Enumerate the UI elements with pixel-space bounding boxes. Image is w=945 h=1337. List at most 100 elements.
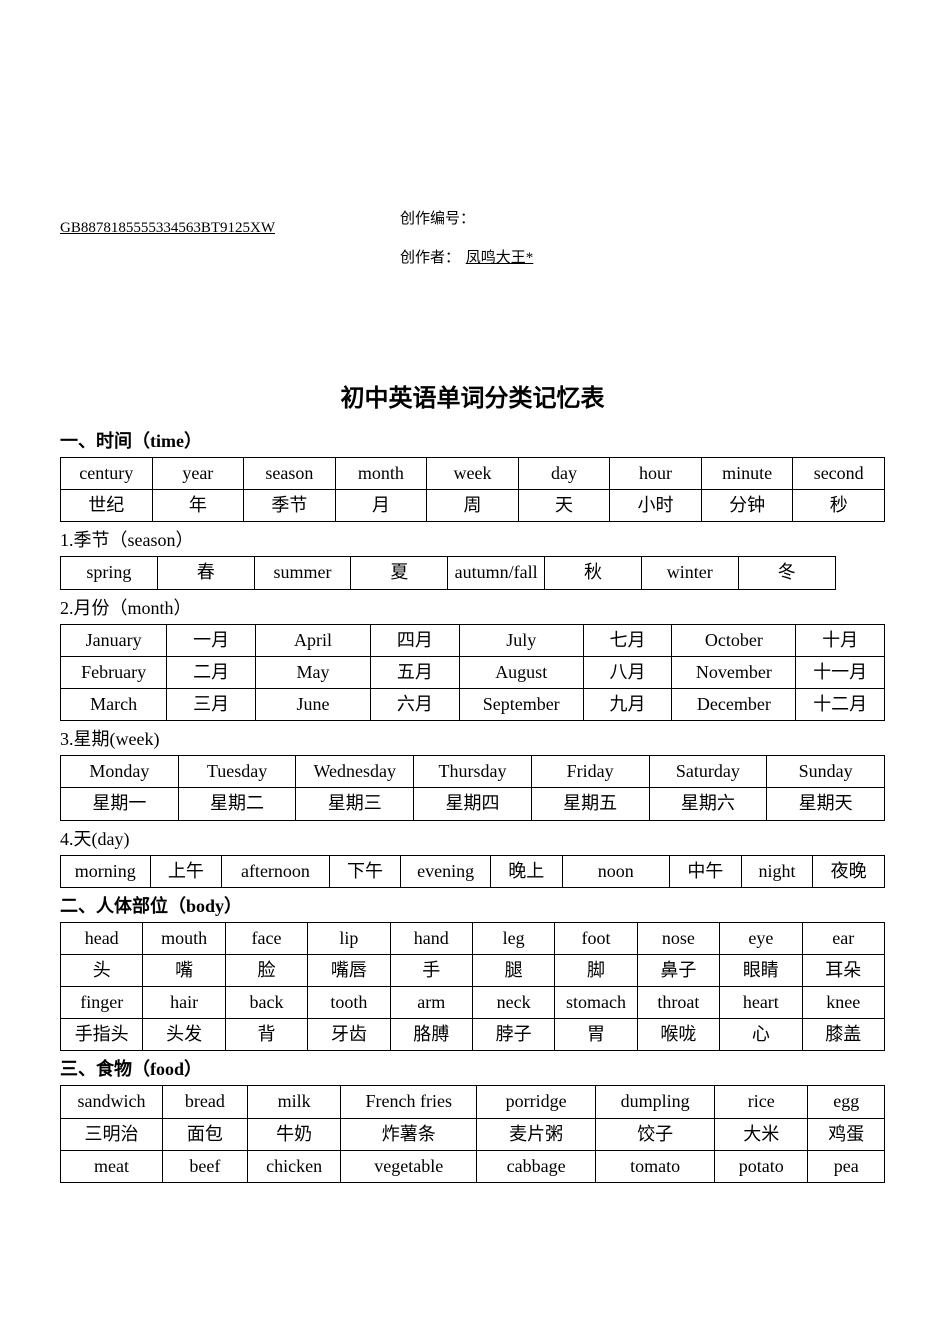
meta-block: GB8878185555334563BT9125XW 创作编号： 创作者： 凤鸣… xyxy=(60,200,885,278)
cell: 星期六 xyxy=(649,788,767,820)
cell: 鸡蛋 xyxy=(808,1118,885,1150)
cell: 五月 xyxy=(371,656,460,688)
cell: potato xyxy=(715,1150,808,1182)
cell: finger xyxy=(61,987,143,1019)
cell: 眼睛 xyxy=(720,954,802,986)
cell: 星期三 xyxy=(296,788,414,820)
cell: 头 xyxy=(61,954,143,986)
cell: 九月 xyxy=(583,688,672,720)
cell: autumn/fall xyxy=(448,557,545,589)
table-row: finger hair back tooth arm neck stomach … xyxy=(61,987,885,1019)
cell: 天 xyxy=(518,490,610,522)
cell: 背 xyxy=(225,1019,307,1051)
cell: back xyxy=(225,987,307,1019)
section-1-head: 一、时间（time） xyxy=(60,427,885,453)
cell: bread xyxy=(162,1086,247,1118)
cell: nose xyxy=(637,922,719,954)
table-row: century year season month week day hour … xyxy=(61,458,885,490)
cell: Sunday xyxy=(767,756,885,788)
cell: October xyxy=(672,624,796,656)
page-title: 初中英语单词分类记忆表 xyxy=(60,378,885,413)
cell: 三明治 xyxy=(61,1118,163,1150)
cell: rice xyxy=(715,1086,808,1118)
cell: Monday xyxy=(61,756,179,788)
cell: second xyxy=(793,458,885,490)
cell: 三月 xyxy=(167,688,256,720)
cell: afternoon xyxy=(222,855,329,887)
cell: foot xyxy=(555,922,637,954)
cell: 胳膊 xyxy=(390,1019,472,1051)
table-row: 三明治 面包 牛奶 炸薯条 麦片粥 饺子 大米 鸡蛋 xyxy=(61,1118,885,1150)
time-table: century year season month week day hour … xyxy=(60,457,885,522)
cell: February xyxy=(61,656,167,688)
cell: hand xyxy=(390,922,472,954)
table-row: 星期一 星期二 星期三 星期四 星期五 星期六 星期天 xyxy=(61,788,885,820)
cell: December xyxy=(672,688,796,720)
cell: ear xyxy=(802,922,884,954)
section-2-head: 二、人体部位（body） xyxy=(60,892,885,918)
cell: season xyxy=(244,458,336,490)
table-row: March 三月 June 六月 September 九月 December 十… xyxy=(61,688,885,720)
cell: lip xyxy=(308,922,390,954)
cell: 饺子 xyxy=(596,1118,715,1150)
section-3-head: 三、食物（food） xyxy=(60,1055,885,1081)
cell: winter xyxy=(641,557,738,589)
cell: 星期天 xyxy=(767,788,885,820)
cell: July xyxy=(459,624,583,656)
meta-right: 创作编号： 创作者： 凤鸣大王* xyxy=(400,200,535,278)
cell: noon xyxy=(562,855,669,887)
cell: leg xyxy=(472,922,554,954)
table-row: 头 嘴 脸 嘴唇 手 腿 脚 鼻子 眼睛 耳朵 xyxy=(61,954,885,986)
food-table: sandwich bread milk French fries porridg… xyxy=(60,1085,885,1183)
cell: 下午 xyxy=(329,855,401,887)
day-table: morning 上午 afternoon 下午 evening 晚上 noon … xyxy=(60,855,885,888)
cell: minute xyxy=(701,458,793,490)
table-row: 世纪 年 季节 月 周 天 小时 分钟 秒 xyxy=(61,490,885,522)
cell: 四月 xyxy=(371,624,460,656)
cell: tooth xyxy=(308,987,390,1019)
cell: hour xyxy=(610,458,702,490)
cell: eye xyxy=(720,922,802,954)
table-row: head mouth face lip hand leg foot nose e… xyxy=(61,922,885,954)
cell: year xyxy=(152,458,244,490)
cell: 周 xyxy=(427,490,519,522)
cell: May xyxy=(255,656,370,688)
author-value: 凤鸣大王* xyxy=(464,250,536,267)
creation-id-label: 创作编号： xyxy=(400,211,475,227)
cell: sandwich xyxy=(61,1086,163,1118)
cell: heart xyxy=(720,987,802,1019)
cell: 一月 xyxy=(167,624,256,656)
cell: beef xyxy=(162,1150,247,1182)
cell: 牛奶 xyxy=(247,1118,340,1150)
cell: Saturday xyxy=(649,756,767,788)
cell: 胃 xyxy=(555,1019,637,1051)
cell: neck xyxy=(472,987,554,1019)
cell: 秒 xyxy=(793,490,885,522)
table-row: spring 春 summer 夏 autumn/fall 秋 winter 冬 xyxy=(61,557,836,589)
cell: 六月 xyxy=(371,688,460,720)
cell: vegetable xyxy=(341,1150,477,1182)
document-page: GB8878185555334563BT9125XW 创作编号： 创作者： 凤鸣… xyxy=(0,0,945,1337)
cell: Tuesday xyxy=(178,756,296,788)
cell: 手 xyxy=(390,954,472,986)
season-head: 1.季节（season） xyxy=(60,526,885,552)
cell: 嘴 xyxy=(143,954,225,986)
cell: tomato xyxy=(596,1150,715,1182)
season-table: spring 春 summer 夏 autumn/fall 秋 winter 冬 xyxy=(60,556,836,589)
cell: August xyxy=(459,656,583,688)
cell: 耳朵 xyxy=(802,954,884,986)
cell: 十一月 xyxy=(796,656,885,688)
cell: 炸薯条 xyxy=(341,1118,477,1150)
cell: 星期一 xyxy=(61,788,179,820)
body-table: head mouth face lip hand leg foot nose e… xyxy=(60,922,885,1052)
cell: century xyxy=(61,458,153,490)
cell: 膝盖 xyxy=(802,1019,884,1051)
cell: 十月 xyxy=(796,624,885,656)
table-row: January 一月 April 四月 July 七月 October 十月 xyxy=(61,624,885,656)
cell: spring xyxy=(61,557,158,589)
cell: 小时 xyxy=(610,490,702,522)
cell: 喉咙 xyxy=(637,1019,719,1051)
cell: meat xyxy=(61,1150,163,1182)
cell: 夏 xyxy=(351,557,448,589)
cell: April xyxy=(255,624,370,656)
